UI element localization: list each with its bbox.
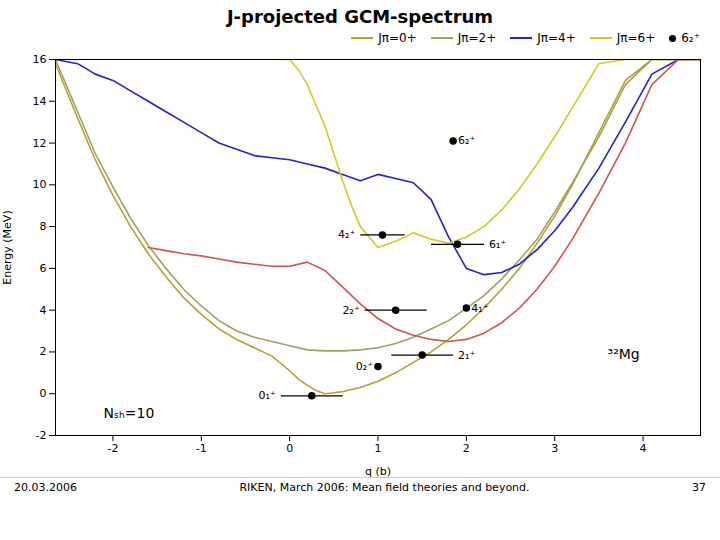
svg-text:-2: -2: [107, 442, 118, 455]
html-text:Jπ=0+: Jπ=0+: [378, 31, 417, 45]
svg-text:2: 2: [463, 442, 470, 455]
svg-text:³²Mg: ³²Mg: [608, 346, 640, 362]
svg-text:8: 8: [40, 220, 47, 233]
svg-text:4: 4: [40, 304, 47, 317]
svg-text:12: 12: [33, 137, 47, 150]
html-text:20.03.2006: 20.03.2006: [14, 481, 77, 494]
html-text:RIKEN, March 2006: Mean field: RIKEN, March 2006: Mean field theories a…: [239, 481, 530, 494]
svg-text:4: 4: [640, 442, 647, 455]
html-text:6₂⁺: 6₂⁺: [681, 31, 700, 45]
svg-text:4₁⁺: 4₁⁺: [471, 302, 488, 315]
svg-text:6₁⁺: 6₁⁺: [489, 238, 506, 251]
svg-text:-2: -2: [36, 429, 47, 442]
svg-text:10: 10: [33, 178, 47, 191]
svg-text:1: 1: [375, 442, 382, 455]
svg-text:2₁⁺: 2₁⁺: [458, 349, 475, 362]
svg-text:4₂⁺: 4₂⁺: [338, 228, 355, 241]
html-text:Jπ=4+: Jπ=4+: [537, 31, 576, 45]
svg-text:0: 0: [40, 387, 47, 400]
html-text:37: 37: [692, 481, 706, 494]
svg-text:Energy (MeV): Energy (MeV): [1, 210, 14, 284]
svg-text:0₂⁺: 0₂⁺: [356, 360, 373, 373]
html-text:Jπ=6+: Jπ=6+: [616, 31, 656, 45]
svg-text:q (b): q (b): [365, 465, 391, 478]
svg-text:16: 16: [33, 53, 47, 66]
svg-text:2₂⁺: 2₂⁺: [343, 304, 360, 317]
svg-text:6: 6: [40, 262, 47, 275]
svg-text:-1: -1: [196, 442, 207, 455]
svg-text:2: 2: [40, 345, 47, 358]
svg-text:0: 0: [286, 442, 293, 455]
html-text:Jπ=2+: Jπ=2+: [457, 31, 497, 45]
svg-text:14: 14: [33, 95, 47, 108]
svg-text:6₂⁺: 6₂⁺: [458, 134, 475, 147]
svg-text:3: 3: [551, 442, 558, 455]
html-text:J-projected GCM-spectrum: J-projected GCM-spectrum: [226, 6, 494, 27]
svg-text:Nₛₕ=10: Nₛₕ=10: [103, 405, 154, 421]
svg-text:0₁⁺: 0₁⁺: [259, 389, 276, 402]
